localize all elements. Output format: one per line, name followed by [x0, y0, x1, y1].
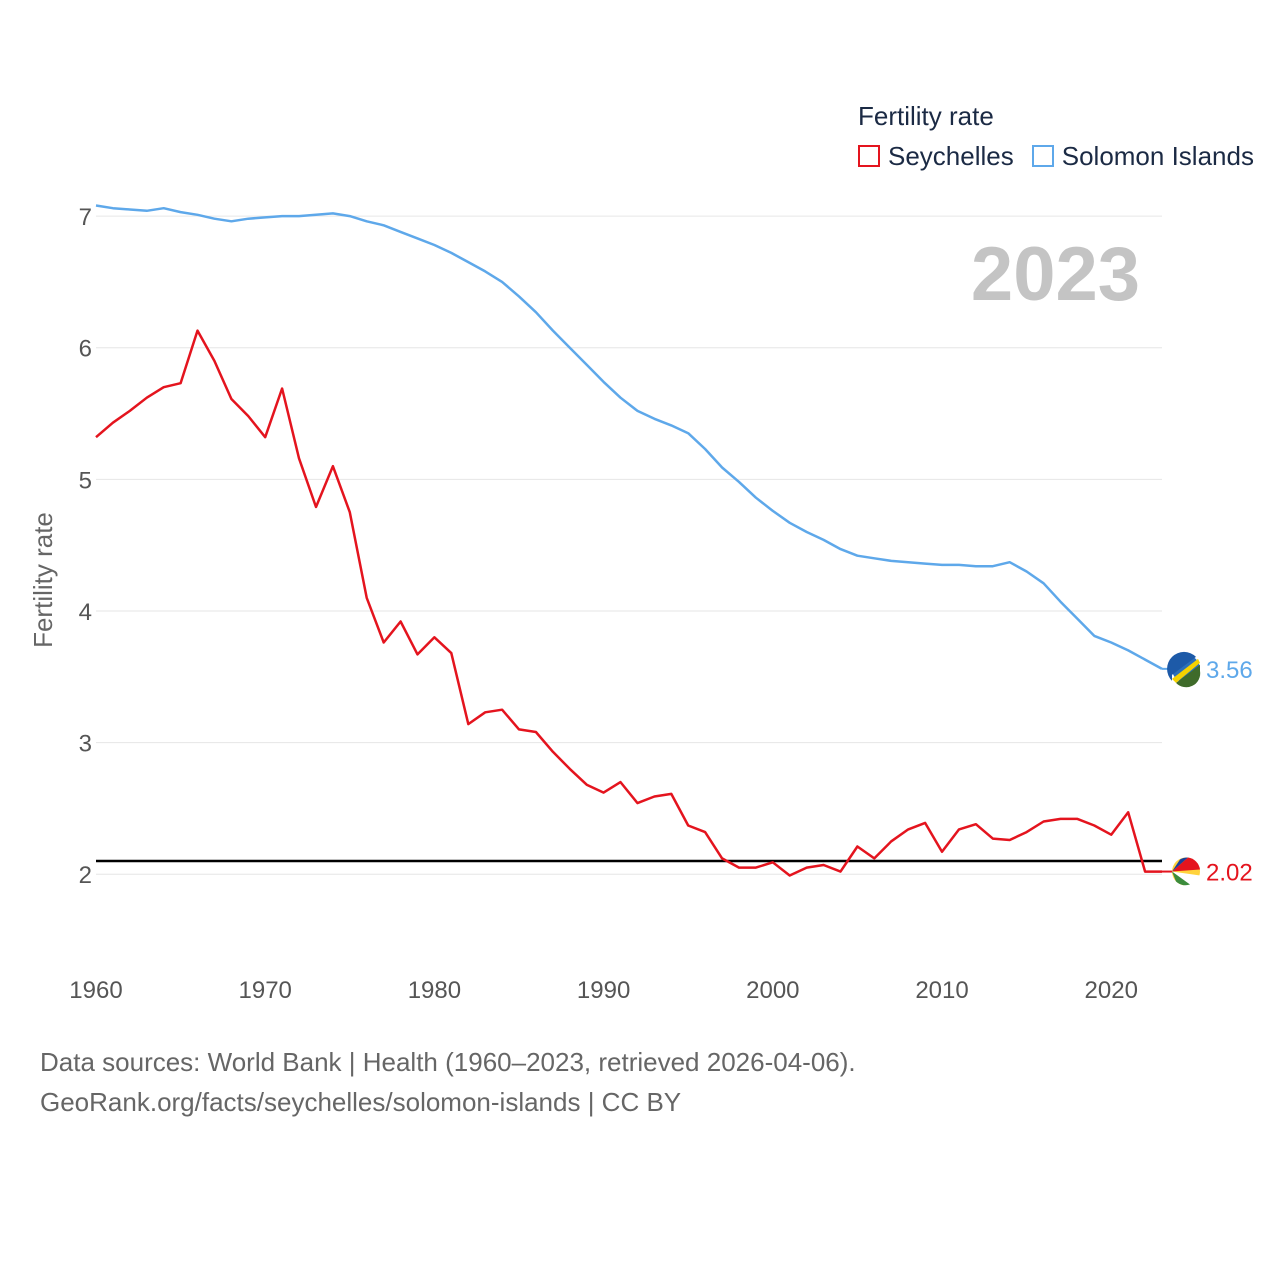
- legend-label-seychelles: Seychelles: [888, 141, 1014, 171]
- x-tick-label-1970: 1970: [239, 977, 292, 1004]
- legend-item-seychelles[interactable]: Seychelles: [858, 140, 1014, 172]
- x-tick-label-2010: 2010: [915, 977, 968, 1004]
- series-lines: [95, 204, 1163, 877]
- y-tick-label-7: 7: [79, 204, 92, 231]
- y-axis-ticks: 2 3 4 5 6 7: [79, 204, 92, 889]
- y-tick-label-2: 2: [79, 862, 92, 889]
- flag-blue-band: [1172, 857, 1188, 872]
- end-value-label-solomon-islands: 3.56: [1206, 657, 1253, 684]
- flag-green-band: [1172, 871, 1190, 886]
- flag-yellow-stripe: [1172, 658, 1200, 683]
- y-tick-label-3: 3: [79, 731, 92, 758]
- legend-label-solomon-islands: Solomon Islands: [1061, 141, 1254, 171]
- flag-red-band: [1172, 857, 1200, 872]
- series-end-markers: 2.02 3.56: [1162, 651, 1253, 887]
- x-tick-label-1960: 1960: [69, 977, 122, 1004]
- legend: Fertility rate Seychelles Solomon Island…: [858, 100, 1272, 172]
- x-tick-label-2020: 2020: [1085, 977, 1138, 1004]
- y-tick-label-6: 6: [79, 336, 92, 363]
- legend-title: Fertility rate: [858, 101, 994, 131]
- legend-swatch-solomon-islands: [1031, 145, 1054, 167]
- legend-item-solomon-islands[interactable]: Solomon Islands: [1031, 140, 1254, 172]
- flag-icon-seychelles: [1172, 857, 1200, 886]
- flag-icon-solomon-islands: [1167, 651, 1201, 688]
- legend-swatch-seychelles: [858, 145, 880, 167]
- source-line-1: Data sources: World Bank | Health (1960–…: [40, 1047, 856, 1077]
- y-tick-label-4: 4: [79, 599, 92, 626]
- end-value-label-seychelles: 2.02: [1206, 860, 1253, 887]
- year-label: 2023: [971, 232, 1140, 317]
- series-line-solomon-islands: [95, 204, 1163, 670]
- flag-white-band: [1172, 871, 1200, 886]
- x-tick-label-1980: 1980: [408, 977, 461, 1004]
- x-tick-label-2000: 2000: [746, 977, 799, 1004]
- series-line-seychelles: [95, 329, 1162, 877]
- flag-blue-half: [1167, 651, 1196, 681]
- y-tick-label-5: 5: [79, 467, 92, 494]
- source-line-2[interactable]: GeoRank.org/facts/seychelles/solomon-isl…: [40, 1087, 682, 1117]
- x-axis-ticks: 1960 1970 1980 1990 2000 2010 2020: [69, 977, 1138, 1004]
- y-axis-label: Fertility rate: [28, 512, 58, 648]
- data-source: Data sources: World Bank | Health (1960–…: [40, 1042, 856, 1122]
- flag-green-half: [1176, 664, 1201, 688]
- x-tick-label-1990: 1990: [577, 977, 630, 1004]
